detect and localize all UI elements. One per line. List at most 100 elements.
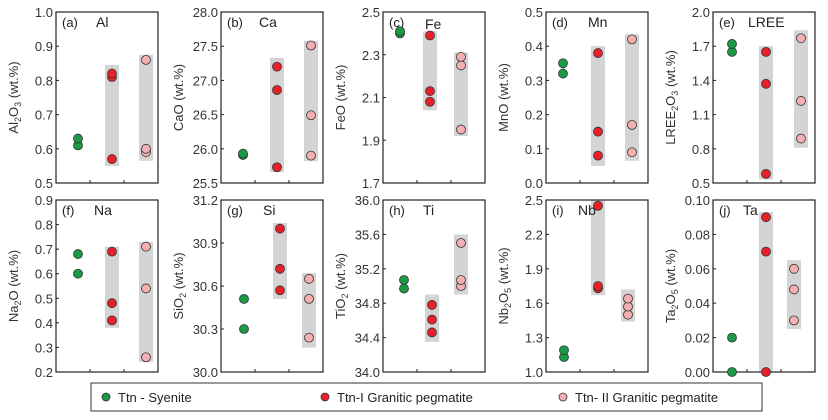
y-tick-label: 0.7 <box>35 242 53 257</box>
data-point-ttn2 <box>456 51 466 62</box>
data-point-syenite <box>727 39 737 49</box>
panel-letter: (f) <box>62 203 74 218</box>
y-axis-label-part: TiO <box>333 299 348 319</box>
data-point-ttn1 <box>593 126 603 137</box>
plot-frame <box>55 11 159 184</box>
data-point-syenite <box>727 367 737 377</box>
legend-label-ttn1: Ttn-I Granitic pegmatite <box>337 390 473 405</box>
y-axis-label-part: (wt.%) <box>171 252 186 292</box>
data-point-ttn1 <box>425 86 435 96</box>
y-tick-label: 34.0 <box>355 365 380 380</box>
y-axis-label-part: 2 <box>670 304 680 309</box>
y-tick-label: 0.0 <box>525 176 543 191</box>
data-point-syenite <box>239 293 249 304</box>
y-tick-label: 35.6 <box>355 227 380 242</box>
legend-entry-ttn1: Ttn-I Granitic pegmatite <box>320 390 473 405</box>
y-axis-label: CaO (wt.%) <box>171 64 186 131</box>
y-axis-label: Nb2O5 (wt.%) <box>496 247 513 324</box>
y-tick-label: 0.00 <box>685 365 710 380</box>
y-axis-label-part: 5 <box>670 289 680 294</box>
panel-ti: 34.0 34.4 34.8 35.2 35.6 36.0 (h) Ti TiO2 (wt.%) <box>333 193 486 380</box>
data-point-ttn1 <box>107 154 117 164</box>
data-point-ttn1 <box>593 150 603 161</box>
panel-element-label: Ti <box>423 202 434 218</box>
y-tick-label: 1.3 <box>525 331 543 346</box>
panel-letter: (e) <box>719 15 735 30</box>
y-axis-label-part: MnO (wt.%) <box>496 63 511 132</box>
data-point-ttn2 <box>796 96 806 106</box>
plot-frame <box>712 11 816 184</box>
data-point-ttn2 <box>789 315 799 326</box>
data-point-ttn1 <box>275 285 285 296</box>
y-tick-label: 30.9 <box>193 236 218 251</box>
y-tick-label: 0.3 <box>35 340 53 355</box>
y-tick-label: 1.9 <box>525 262 543 277</box>
y-axis-label: Na2O (wt.%) <box>6 250 23 322</box>
data-point-ttn2 <box>304 332 314 343</box>
data-point-ttn2 <box>456 238 466 248</box>
data-point-ttn1 <box>272 85 282 95</box>
y-tick-label: 1.7 <box>692 39 710 54</box>
plot-frame <box>545 11 649 184</box>
y-axis-label: TiO2 (wt.%) <box>333 253 350 319</box>
y-tick-label: 0.02 <box>685 331 710 346</box>
panel-element-label: Al <box>96 14 108 30</box>
range-band-ttn1 <box>273 222 287 299</box>
panel-mn: 0.0 0.1 0.2 0.3 0.4 0.5 (d) Mn MnO (wt.%) <box>496 5 649 191</box>
y-axis-label: FeO (wt.%) <box>333 65 348 131</box>
y-tick-label: 25.5 <box>193 176 218 191</box>
y-axis-label-part: SiO <box>171 298 186 320</box>
data-point-ttn2 <box>796 33 806 44</box>
y-axis-label-part: 3 <box>13 102 23 107</box>
range-band-ttn2 <box>139 241 153 363</box>
data-point-ttn1 <box>275 263 285 274</box>
data-point-ttn2 <box>456 60 466 71</box>
range-band-ttn2 <box>454 52 468 136</box>
y-tick-label: 1.4 <box>692 73 710 88</box>
panel-element-label: Mn <box>588 14 607 30</box>
data-point-ttn1 <box>107 298 117 309</box>
data-point-ttn1 <box>761 246 771 257</box>
data-point-ttn1 <box>107 246 117 257</box>
y-axis-label-part: 5 <box>503 288 513 293</box>
y-tick-label: 34.8 <box>355 296 380 311</box>
data-point-ttn1 <box>761 367 771 377</box>
legend-entry-syenite: Ttn - Syenite <box>101 390 192 405</box>
y-tick-label: 0.6 <box>35 267 53 282</box>
y-tick-label: 0.2 <box>35 365 53 380</box>
panel-ca: 25.5 26.0 26.5 27.0 27.5 28.0 (b) Ca CaO (wt.%) <box>171 5 324 191</box>
panel-letter: (i) <box>552 203 564 218</box>
legend: Ttn - Syenite Ttn-I Granitic pegmatite T… <box>90 382 763 412</box>
y-tick-label: 0.2 <box>525 108 543 123</box>
data-point-syenite <box>558 68 568 79</box>
range-band-ttn1 <box>591 46 605 166</box>
data-point-syenite <box>73 268 83 279</box>
panel-letter: (d) <box>552 15 568 30</box>
y-tick-label: 0.5 <box>692 176 710 191</box>
range-band-ttn1 <box>105 65 119 166</box>
data-point-ttn2 <box>306 110 316 121</box>
y-tick-label: 1.6 <box>525 296 543 311</box>
legend-entry-ttn2: Ttn- II Granitic pegmatite <box>558 390 718 405</box>
panel-element-label: Si <box>263 202 275 218</box>
range-band-ttn1 <box>591 200 605 296</box>
data-point-ttn2 <box>141 241 151 252</box>
y-axis-label-part: (wt.%) <box>663 50 678 90</box>
data-point-ttn1 <box>425 30 435 41</box>
data-point-ttn2 <box>304 293 314 304</box>
plot-frame <box>55 199 159 373</box>
y-tick-label: 1.1 <box>692 108 710 123</box>
y-axis-label-part: CaO (wt.%) <box>171 64 186 131</box>
y-tick-label: 36.0 <box>355 193 380 208</box>
y-axis-label-part: Nb <box>496 308 511 325</box>
y-tick-label: 26.0 <box>193 142 218 157</box>
y-axis-label: MnO (wt.%) <box>496 63 511 132</box>
panel-letter: (b) <box>227 15 243 30</box>
y-tick-label: 0.9 <box>35 39 53 54</box>
y-tick-label: 30.0 <box>193 365 218 380</box>
panel-fe: 1.7 1.9 2.1 2.3 2.5 (c) Fe FeO (wt.%) <box>333 5 486 191</box>
